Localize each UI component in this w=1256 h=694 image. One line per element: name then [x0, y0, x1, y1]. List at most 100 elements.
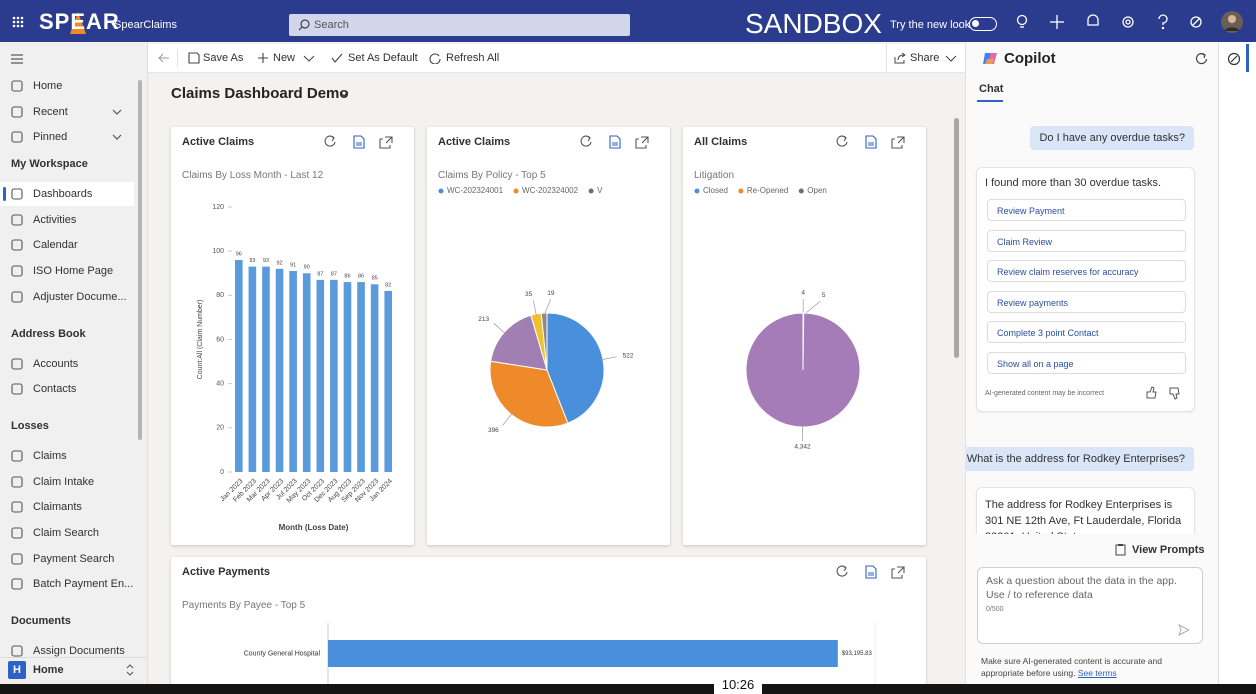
toolbar-action-icon: [331, 53, 343, 63]
user-message: Do I have any overdue tasks?: [1030, 126, 1194, 150]
share-button[interactable]: Share: [910, 52, 940, 64]
bar: [357, 282, 365, 472]
bar: [262, 266, 270, 472]
suggestion-button[interactable]: Review Payment: [987, 199, 1186, 221]
icon-shape: [258, 53, 268, 63]
nav-item[interactable]: Batch Payment En...: [0, 572, 134, 596]
nav-item[interactable]: Claim Intake: [0, 470, 134, 494]
main-scrollbar[interactable]: [954, 118, 959, 358]
nav-item[interactable]: Payment Search: [0, 547, 134, 571]
suggestion-button[interactable]: Review claim reserves for accuracy: [987, 260, 1186, 283]
bar: [316, 279, 325, 472]
nav-item[interactable]: Contacts: [0, 377, 134, 401]
nav-item-label: Claims: [33, 450, 67, 463]
search-placeholder: Search: [314, 19, 349, 31]
area-chevron[interactable]: [125, 663, 135, 677]
nav-item-label: ISO Home Page: [33, 265, 114, 277]
data-label: 92: [276, 260, 282, 266]
nav-item-label: Contacts: [33, 383, 77, 396]
chart: Closed Re-Opened Open 4 5 4,342: [694, 186, 861, 451]
data-label: 96: [236, 251, 242, 257]
nav-icon: [11, 188, 23, 200]
copilot-rail-icon[interactable]: [1227, 52, 1241, 66]
hamburger-icon[interactable]: [11, 54, 23, 64]
nav-icon: [11, 578, 23, 590]
panel-actions[interactable]: [836, 565, 906, 579]
nav-section-header: Documents: [11, 615, 71, 628]
export-icon: [865, 135, 877, 149]
nav-item-label: Payment Search: [33, 552, 115, 565]
feedback-icons[interactable]: [1145, 386, 1181, 400]
toolbar-action-icon: [188, 52, 200, 64]
new-look-toggle[interactable]: [969, 17, 997, 31]
chat-tab[interactable]: Chat: [979, 83, 1004, 95]
nav-icon-shape: [11, 106, 23, 118]
nav-section-header: My Workspace: [11, 158, 88, 171]
y-tick-label: 60: [216, 336, 224, 343]
chat-input[interactable]: Ask a question about the data in the app…: [977, 567, 1203, 644]
nav-icon-shape: [11, 265, 23, 277]
panel-actions[interactable]: [580, 135, 650, 149]
icon-shape: [945, 55, 957, 62]
toolbar-action[interactable]: New: [273, 52, 296, 64]
nav-item[interactable]: Home: [0, 74, 134, 98]
toolbar-action[interactable]: Save As: [203, 52, 244, 64]
send-icon[interactable]: [1178, 624, 1190, 636]
nav-item[interactable]: Claims: [0, 444, 134, 468]
panel-actions[interactable]: [324, 135, 394, 149]
search-box[interactable]: [289, 14, 630, 36]
data-label: 213: [478, 316, 489, 323]
suggestion-button[interactable]: Claim Review: [987, 229, 1186, 252]
nav-icon: [11, 527, 23, 539]
user-avatar[interactable]: [1221, 11, 1243, 33]
app-launcher-icon[interactable]: [12, 16, 24, 28]
export-icon: [865, 565, 877, 579]
suggestion-button[interactable]: Show all on a page: [987, 352, 1186, 374]
assistant-message-card: I found more than 30 overdue tasks. Revi…: [976, 167, 1195, 412]
panel-actions[interactable]: [836, 135, 906, 149]
assistant-message: I found more than 30 overdue tasks.: [985, 177, 1162, 189]
nav-icon: [11, 358, 23, 370]
nav-item[interactable]: Dashboards: [0, 182, 134, 207]
legend-label: V: [597, 186, 603, 195]
nav-item[interactable]: Recent: [0, 100, 134, 124]
nav-item[interactable]: Claim Search: [0, 521, 134, 545]
suggestion-button[interactable]: Complete 3 point Contact: [987, 321, 1186, 344]
dashboard-chevron[interactable]: [339, 89, 349, 99]
view-prompts[interactable]: View Prompts: [1132, 544, 1205, 556]
nav-item[interactable]: Activities: [0, 208, 134, 232]
copilot-logo: [983, 53, 997, 64]
nav-icon-shape: [11, 358, 23, 370]
app-name[interactable]: SpearClaims: [114, 19, 177, 31]
nav-item[interactable]: Accounts: [0, 352, 134, 376]
toolbar-action[interactable]: Refresh All: [446, 52, 500, 64]
nav-section-header: Address Book: [11, 327, 86, 340]
nav-item-label: Assign Documents: [33, 645, 125, 657]
dashboard-title[interactable]: Claims Dashboard Demo: [171, 85, 349, 102]
suggestion-button[interactable]: Review payments: [987, 290, 1186, 313]
nav-item[interactable]: ISO Home Page: [0, 259, 134, 283]
toolbar-action[interactable]: Set As Default: [348, 52, 418, 64]
nav-item[interactable]: Claimants: [0, 495, 134, 519]
panel-title: Active Claims: [182, 136, 255, 148]
nav-item-label: Home: [33, 80, 63, 92]
nav-item[interactable]: Assign Documents: [0, 639, 134, 657]
data-label: $93,195.83: [842, 651, 873, 657]
bar: [370, 284, 379, 472]
area-name: Home: [33, 664, 64, 676]
legend-swatch: [738, 188, 744, 194]
nav-item[interactable]: Pinned: [0, 125, 134, 149]
copilot-refresh-icon[interactable]: [1195, 52, 1208, 65]
legend-label: Closed: [703, 186, 728, 195]
legend-label: WC-202324002: [522, 186, 579, 195]
data-label: 86: [358, 274, 364, 280]
see-terms-link[interactable]: See terms: [1077, 668, 1117, 678]
nav-item[interactable]: Adjuster Docume...: [0, 285, 134, 309]
y-tick-label: 0: [220, 469, 224, 476]
refresh-icon: [580, 135, 592, 147]
legend-swatch: [513, 188, 519, 194]
chevron-shape: [112, 109, 122, 115]
chat-tab-indicator: [977, 100, 1003, 102]
nav-item[interactable]: Calendar: [0, 233, 134, 257]
nav-scrollbar[interactable]: [138, 80, 142, 440]
